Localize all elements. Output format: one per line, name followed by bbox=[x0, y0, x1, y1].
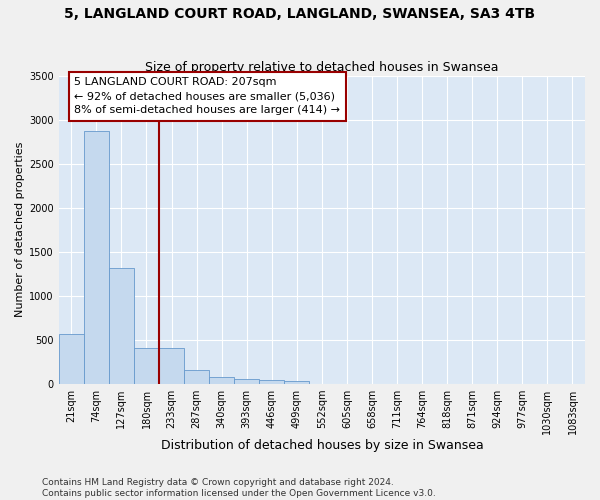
Bar bbox=[209, 377, 234, 384]
Bar bbox=[259, 380, 284, 384]
Bar bbox=[134, 348, 159, 384]
Title: Size of property relative to detached houses in Swansea: Size of property relative to detached ho… bbox=[145, 62, 499, 74]
X-axis label: Distribution of detached houses by size in Swansea: Distribution of detached houses by size … bbox=[161, 440, 483, 452]
Bar bbox=[84, 131, 109, 384]
Bar bbox=[59, 334, 84, 384]
Bar bbox=[159, 348, 184, 384]
Y-axis label: Number of detached properties: Number of detached properties bbox=[15, 142, 25, 318]
Text: Contains HM Land Registry data © Crown copyright and database right 2024.
Contai: Contains HM Land Registry data © Crown c… bbox=[42, 478, 436, 498]
Text: 5 LANGLAND COURT ROAD: 207sqm
← 92% of detached houses are smaller (5,036)
8% of: 5 LANGLAND COURT ROAD: 207sqm ← 92% of d… bbox=[74, 78, 340, 116]
Bar bbox=[184, 370, 209, 384]
Bar bbox=[109, 268, 134, 384]
Bar bbox=[234, 379, 259, 384]
Text: 5, LANGLAND COURT ROAD, LANGLAND, SWANSEA, SA3 4TB: 5, LANGLAND COURT ROAD, LANGLAND, SWANSE… bbox=[64, 8, 536, 22]
Bar bbox=[284, 381, 310, 384]
